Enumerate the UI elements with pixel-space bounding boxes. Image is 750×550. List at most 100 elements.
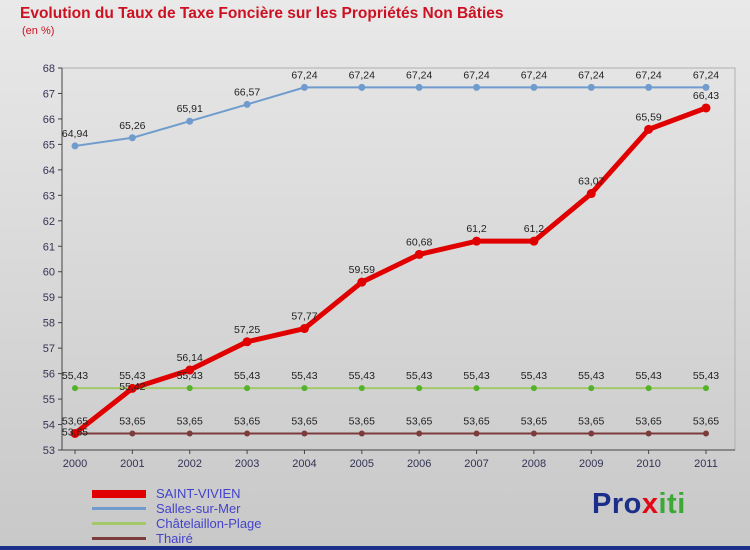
chart-subtitle: (en %): [22, 25, 55, 37]
legend-swatch-salles-sur-mer: [92, 507, 146, 510]
data-label: 53,65: [62, 426, 88, 438]
legend-swatch-saint-vivien: [92, 489, 146, 498]
data-point: [588, 430, 595, 437]
data-point: [186, 385, 193, 392]
data-point: [473, 430, 480, 437]
data-label: 65,59: [635, 111, 661, 123]
data-label: 53,65: [635, 415, 661, 427]
data-point: [587, 83, 595, 91]
data-label: 55,43: [578, 370, 604, 382]
line-chart: 53 54 55 56 57 58 59 60 61 62 63 64 65 66 67 68 2000 2001…: [43, 63, 736, 470]
data-label: 55,43: [406, 370, 432, 382]
series-line: [74, 86, 707, 147]
data-point: [645, 83, 653, 91]
legend-item-chatelaillon-plage: Châtelaillon-Plage: [92, 516, 262, 531]
y-tick-label: 56: [43, 369, 55, 381]
data-label: 65,91: [177, 103, 203, 115]
data-label: 53,65: [578, 415, 604, 427]
data-point: [301, 430, 308, 437]
data-label: 67,24: [406, 69, 432, 81]
data-point: [243, 100, 251, 108]
x-tick-label: 2007: [464, 458, 488, 470]
data-point: [186, 117, 194, 125]
legend-item-salles-sur-mer: Salles-sur-Mer: [92, 501, 262, 516]
data-point: [586, 189, 596, 199]
y-tick-label: 60: [43, 267, 55, 279]
y-tick-label: 68: [43, 63, 55, 75]
data-label: 67,24: [291, 69, 317, 81]
data-label: 61,2: [466, 223, 487, 235]
x-tick-label: 2010: [636, 458, 660, 470]
data-point: [416, 430, 423, 437]
data-label: 55,43: [463, 370, 489, 382]
x-tick-label: 2003: [235, 458, 259, 470]
data-label: 55,43: [635, 370, 661, 382]
data-label: 56,14: [177, 352, 203, 364]
data-label: 67,24: [635, 69, 661, 81]
data-point: [644, 124, 654, 134]
data-label: 67,24: [463, 69, 489, 81]
data-label: 53,65: [291, 415, 317, 427]
data-label: 67,24: [578, 69, 604, 81]
proxiti-logo[interactable]: Proxiti: [592, 488, 686, 521]
x-tick-label: 2000: [63, 458, 87, 470]
data-label: 67,24: [349, 69, 375, 81]
y-tick-label: 63: [43, 190, 55, 202]
data-label: 53,65: [521, 415, 547, 427]
series-line: [72, 105, 709, 436]
legend-label-saint-vivien: SAINT-VIVIEN: [156, 486, 241, 501]
data-label: 53,65: [349, 415, 375, 427]
data-point: [129, 430, 136, 437]
data-label: 66,57: [234, 86, 260, 98]
data-label: 55,43: [62, 370, 88, 382]
y-tick-label: 65: [43, 139, 55, 151]
y-tick-label: 61: [43, 241, 55, 253]
data-label: 64,94: [62, 128, 88, 140]
data-point: [416, 385, 423, 392]
legend-item-thaire: Thairé: [92, 531, 262, 546]
data-point: [414, 249, 424, 259]
data-point: [186, 430, 193, 437]
data-point: [702, 83, 710, 91]
data-label: 53,65: [177, 415, 203, 427]
data-label: 63,07: [578, 176, 604, 188]
x-tick-label: 2008: [522, 458, 546, 470]
data-point: [185, 365, 195, 375]
data-point: [703, 385, 709, 392]
data-point: [473, 83, 481, 91]
y-tick-label: 66: [43, 114, 55, 126]
data-point: [645, 385, 652, 392]
legend-item-saint-vivien: SAINT-VIVIEN: [92, 486, 262, 501]
data-point: [358, 430, 365, 437]
y-tick-label: 59: [43, 292, 55, 304]
data-point: [299, 324, 309, 334]
data-point: [530, 385, 537, 392]
data-label: 53,65: [62, 415, 88, 427]
x-tick-label: 2004: [292, 458, 316, 470]
data-label: 53,65: [463, 415, 489, 427]
series-Salles-sur-Mer: [71, 83, 710, 150]
y-tick-label: 55: [43, 394, 55, 406]
y-tick-label: 57: [43, 343, 55, 355]
data-point: [301, 385, 308, 392]
logo-part-x: x: [641, 488, 659, 520]
data-point: [244, 430, 251, 437]
data-label: 67,24: [693, 69, 719, 81]
x-tick-label: 2011: [694, 458, 718, 470]
plot-area: [61, 67, 736, 451]
data-point: [529, 236, 539, 246]
data-label: 59,59: [349, 264, 375, 276]
chart-title: Evolution du Taux de Taxe Foncière sur l…: [20, 5, 504, 22]
data-point: [70, 428, 80, 438]
logo-part-pro: Pro: [592, 488, 642, 520]
data-point: [72, 385, 78, 392]
data-point: [242, 337, 252, 347]
data-point: [358, 385, 365, 392]
data-label: 55,43: [521, 370, 547, 382]
x-tick-label: 2006: [407, 458, 431, 470]
x-tick-label: 2002: [177, 458, 201, 470]
data-point: [358, 83, 366, 91]
data-label: 53,65: [406, 415, 432, 427]
data-label: 65,26: [119, 120, 145, 132]
